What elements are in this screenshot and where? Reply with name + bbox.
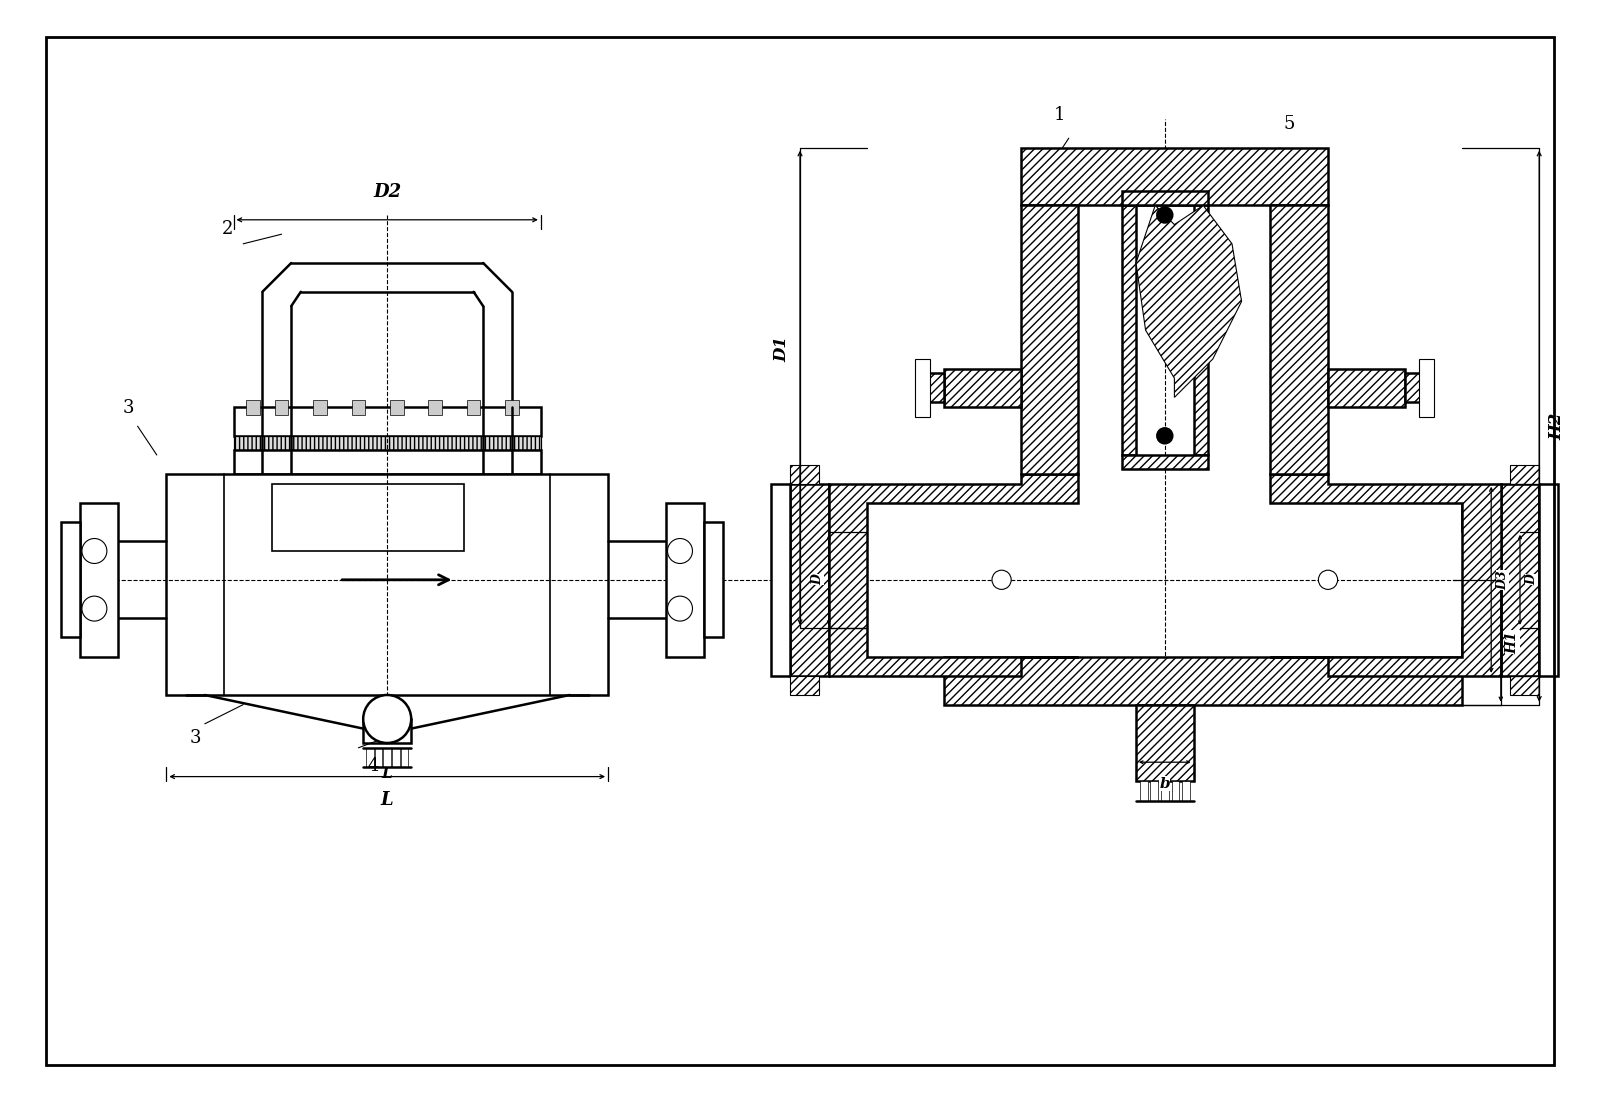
Bar [234, 451, 541, 474]
Text: 2: 2 [222, 220, 234, 238]
Bar [166, 474, 608, 695]
Circle shape [1157, 207, 1173, 223]
Polygon shape [1270, 474, 1501, 676]
Bar [666, 503, 704, 657]
Bar [374, 748, 382, 767]
Text: L: L [381, 791, 394, 809]
Text: D3: D3 [1496, 570, 1509, 590]
Bar [1162, 781, 1168, 800]
Text: D1: D1 [773, 336, 790, 363]
Text: D: D [1525, 574, 1538, 585]
Text: 4: 4 [366, 757, 379, 776]
Bar [275, 400, 288, 414]
Bar [1270, 205, 1328, 474]
Bar [429, 400, 442, 414]
Bar [314, 400, 326, 414]
Bar [272, 484, 464, 551]
Polygon shape [790, 465, 819, 484]
Bar [234, 407, 541, 435]
Polygon shape [1510, 676, 1539, 695]
Text: 1: 1 [1053, 106, 1066, 123]
Bar [1405, 374, 1424, 402]
Circle shape [82, 539, 107, 563]
Bar [1122, 205, 1136, 455]
Polygon shape [790, 676, 819, 695]
Polygon shape [1462, 628, 1501, 657]
Text: D2: D2 [373, 183, 402, 201]
Bar [1136, 704, 1194, 781]
Bar [1122, 455, 1208, 469]
Bar [234, 435, 541, 451]
Bar [390, 400, 403, 414]
Text: 5: 5 [1283, 116, 1296, 133]
Bar [1419, 359, 1434, 417]
Polygon shape [790, 484, 829, 676]
Bar [1194, 205, 1208, 455]
Bar [467, 400, 480, 414]
Polygon shape [1136, 205, 1242, 398]
Polygon shape [1462, 503, 1501, 532]
Bar [1182, 781, 1190, 800]
Circle shape [1318, 570, 1338, 590]
Bar [352, 400, 365, 414]
Bar [1171, 781, 1179, 800]
Bar [392, 748, 400, 767]
Circle shape [1157, 428, 1173, 443]
Bar [366, 748, 374, 767]
Circle shape [667, 596, 693, 622]
Bar [246, 400, 259, 414]
Text: b: b [1160, 777, 1170, 790]
Circle shape [667, 539, 693, 563]
Bar [506, 400, 518, 414]
Bar [1021, 148, 1328, 205]
Bar [80, 503, 118, 657]
Text: 3: 3 [189, 728, 202, 746]
Text: H1: H1 [1506, 630, 1520, 653]
Bar [400, 748, 408, 767]
Circle shape [82, 596, 107, 622]
Text: D: D [811, 574, 824, 585]
Bar [1139, 781, 1147, 800]
Bar [1539, 484, 1558, 676]
Text: H2: H2 [1549, 412, 1566, 440]
Bar [925, 374, 944, 402]
Polygon shape [829, 503, 867, 532]
Bar [234, 435, 541, 451]
Bar [944, 368, 1021, 407]
Polygon shape [1501, 484, 1539, 676]
Circle shape [363, 695, 411, 743]
Text: 3: 3 [122, 399, 134, 417]
Bar [1328, 368, 1405, 407]
Bar [363, 719, 411, 743]
Bar [704, 522, 723, 637]
Circle shape [992, 570, 1011, 590]
Bar [384, 748, 390, 767]
Bar [1122, 191, 1208, 205]
Text: L: L [382, 767, 392, 781]
Polygon shape [829, 474, 1078, 676]
Bar [1150, 781, 1158, 800]
Bar [771, 484, 790, 676]
Polygon shape [1510, 465, 1539, 484]
Polygon shape [829, 628, 867, 657]
Bar [1021, 205, 1078, 474]
Bar [61, 522, 80, 637]
Polygon shape [944, 657, 1462, 704]
Bar [915, 359, 930, 417]
